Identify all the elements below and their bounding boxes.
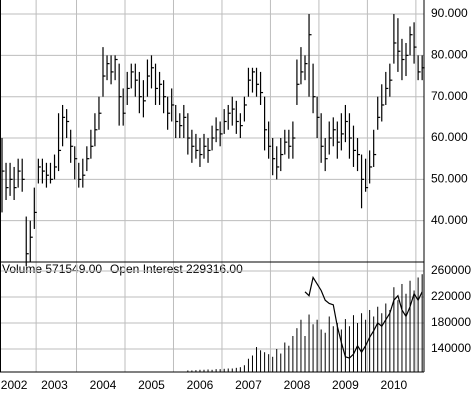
x-tick-label: 2009 [332,378,359,392]
x-tick-label: 2004 [90,378,117,392]
x-tick-label: 2006 [187,378,214,392]
volume-readout: Volume 571549.00 [2,262,102,276]
y-tick-label: 80.000 [431,48,468,62]
open-interest-readout: Open Interest 229316.00 [110,262,243,276]
x-tick-label: 2007 [235,378,262,392]
x-tick-label: 2003 [41,378,68,392]
y-tick-label: 70.000 [431,89,468,103]
y-tick-label: 180000 [431,315,471,329]
x-tick-label: 2005 [138,378,165,392]
y-tick-label: 50.000 [431,172,468,186]
y-tick-label: 140000 [431,341,471,355]
x-tick-label: 2010 [381,378,408,392]
y-tick-label: 60.000 [431,130,468,144]
open-interest-line [304,275,423,359]
y-tick-label: 220000 [431,289,471,303]
x-tick-label: 2002 [1,378,28,392]
y-tick-label: 90.000 [431,6,468,20]
y-tick-label: 260000 [431,263,471,277]
x-tick-label: 2008 [284,378,311,392]
y-tick-label: 40.000 [431,213,468,227]
